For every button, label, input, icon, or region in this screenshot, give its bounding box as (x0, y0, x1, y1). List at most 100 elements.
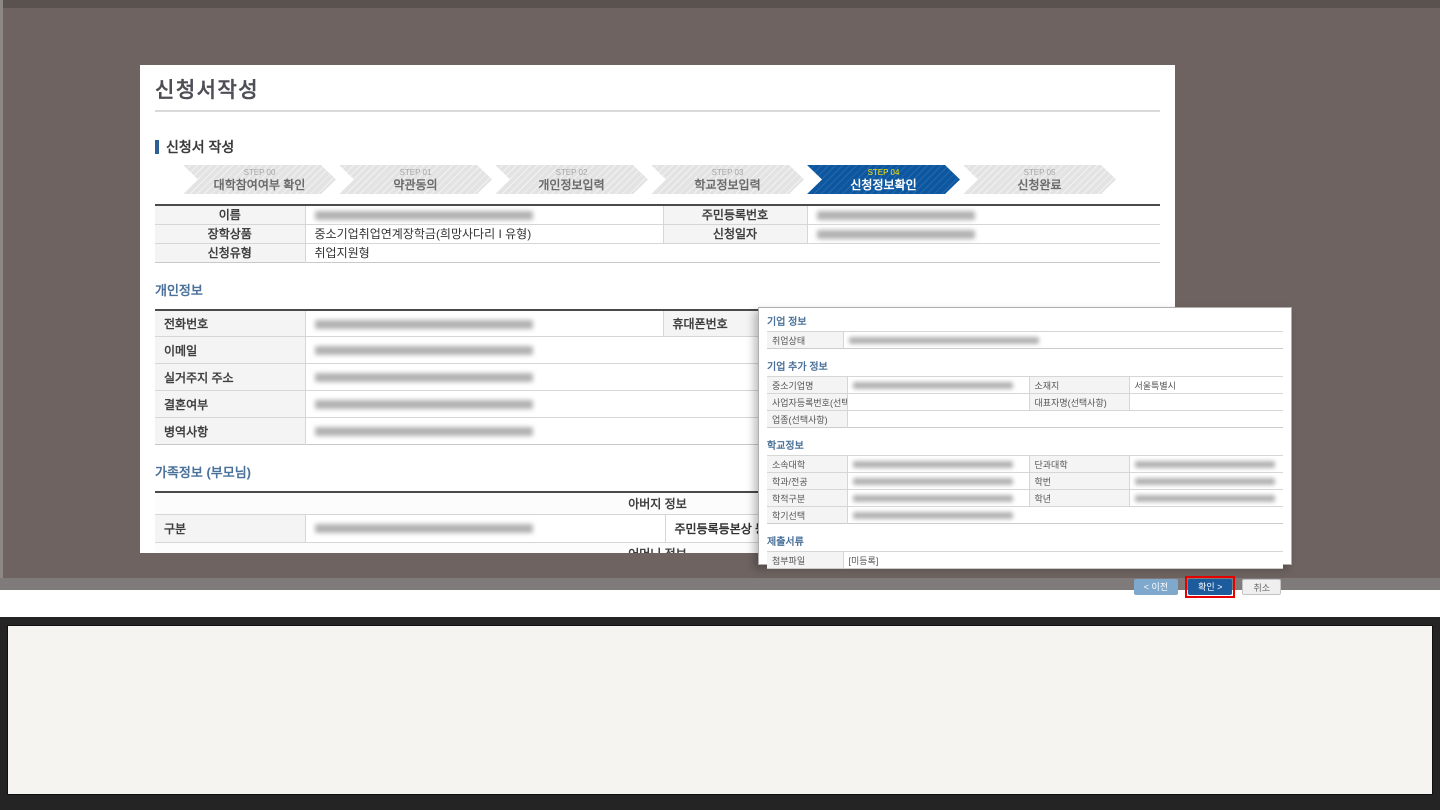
step-item-00: STEP 00 대학참여여부 확인 (183, 165, 336, 194)
table-row: 학기선택 (767, 506, 1283, 524)
company-info-table: 취업상태 (767, 331, 1283, 349)
college-value (1128, 455, 1283, 473)
step-indicator: STEP 00 대학참여여부 확인 STEP 01 약관동의 STEP 02 개… (183, 165, 1160, 194)
father-category-label: 구분 (155, 513, 305, 542)
student-no-label: 학번 (1028, 472, 1129, 490)
step-code: STEP 03 (711, 167, 744, 177)
cancel-button[interactable]: 취소 (1242, 579, 1281, 595)
table-row: 장학상품 중소기업취업연계장학금(희망사다리 I 유형) 신청일자 (155, 223, 1160, 243)
school-info-title: 학교정보 (767, 441, 804, 452)
redacted-value (852, 495, 1013, 503)
apply-date-label: 신청일자 (662, 223, 807, 243)
confirm-button[interactable]: 확인 > (1188, 579, 1233, 595)
apply-date-value (806, 223, 1160, 243)
section-marker-bar (155, 140, 159, 154)
table-row: 업종(선택사항) (767, 410, 1283, 428)
phone-value (304, 309, 663, 337)
ceo-name-label: 대표자명(선택사항) (1028, 393, 1129, 411)
semester-label: 학기선택 (767, 506, 847, 524)
redacted-value (852, 512, 1013, 520)
redacted-value (314, 373, 533, 383)
email-label: 이메일 (155, 336, 305, 364)
company-name-label: 중소기업명 (767, 376, 847, 394)
table-row: 중소기업명 소재지 서울특별시 (767, 376, 1283, 394)
confirmation-overlay-panel: 기업 정보 취업상태 기업 추가 정보 중소기업명 소재지 서울특별시 사업자등… (758, 307, 1292, 598)
company-info-title: 기업 정보 (767, 317, 807, 328)
rrn-label: 주민등록번호 (662, 204, 807, 224)
redacted-value (816, 229, 975, 239)
redacted-value (314, 524, 533, 534)
step-code: STEP 04 (867, 167, 900, 177)
major-label: 학과/전공 (767, 472, 847, 490)
title-divider (155, 110, 1160, 112)
university-label: 소속대학 (767, 455, 847, 473)
address-label: 실거주지 주소 (155, 363, 305, 391)
step-label: 신청완료 (1017, 177, 1062, 192)
table-row: 취업상태 (767, 331, 1283, 349)
industry-label: 업종(선택사항) (767, 410, 847, 428)
overlay-button-row: < 이전 확인 > 취소 (767, 576, 1283, 598)
redacted-value (852, 478, 1013, 486)
ceo-name-value (1128, 393, 1283, 411)
redacted-value (816, 211, 975, 221)
redacted-value (314, 211, 533, 221)
father-category-value (304, 513, 665, 542)
step-label: 대학참여여부 확인 (213, 177, 306, 192)
step-item-02: STEP 02 개인정보입력 (495, 165, 648, 194)
phone-label: 전화번호 (155, 309, 305, 337)
table-row: 사업자등록번호(선택사항) 대표자명(선택사항) (767, 393, 1283, 411)
location-label: 소재지 (1028, 376, 1129, 394)
mother-info-header: 어머니 정보 (155, 541, 1160, 553)
personal-info-title: 개인정보 (155, 282, 203, 298)
name-label: 이름 (155, 204, 305, 224)
documents-title: 제출서류 (767, 537, 804, 548)
form-section-title: 신청서 작성 (166, 139, 235, 155)
enrollment-label: 학적구분 (767, 489, 847, 507)
step-code: STEP 02 (555, 167, 588, 177)
redacted-value (848, 337, 1039, 345)
redacted-value (852, 461, 1013, 469)
semester-value (846, 506, 1283, 524)
company-extra-title: 기업 추가 정보 (767, 362, 828, 373)
redacted-value (852, 382, 1013, 390)
grade-value (1128, 489, 1283, 507)
step-label: 신청정보확인 (850, 177, 917, 192)
top-edge-strip (0, 0, 1440, 8)
step-code: STEP 00 (243, 167, 276, 177)
apply-type-label: 신청유형 (155, 242, 305, 262)
biz-no-value (846, 393, 1029, 411)
location-value: 서울특별시 (1128, 376, 1283, 394)
table-row: 신청유형 취업지원형 (155, 242, 1160, 262)
redacted-value (314, 346, 533, 356)
page-title: 신청서작성 (155, 79, 260, 102)
name-value (304, 204, 663, 224)
grade-label: 학년 (1028, 489, 1129, 507)
step-item-01: STEP 01 약관동의 (339, 165, 492, 194)
company-extra-table: 중소기업명 소재지 서울특별시 사업자등록번호(선택사항) 대표자명(선택사항)… (767, 376, 1283, 428)
step-label: 학교정보입력 (694, 177, 761, 192)
biz-no-label: 사업자등록번호(선택사항) (767, 393, 847, 411)
redacted-value (314, 427, 533, 437)
redacted-value (314, 400, 533, 410)
step-item-04-active: STEP 04 신청정보확인 (807, 165, 960, 194)
step-label: 개인정보입력 (538, 177, 605, 192)
table-row: 결혼여부 (155, 390, 1160, 418)
family-info-title: 가족정보 (부모님) (155, 465, 251, 480)
employment-status-label: 취업상태 (767, 331, 843, 349)
employment-status-value (842, 331, 1283, 349)
redacted-value (1134, 495, 1275, 503)
product-value: 중소기업취업연계장학금(희망사다리 I 유형) (304, 223, 663, 243)
major-value (846, 472, 1029, 490)
table-row: 어머니 정보 (155, 541, 1160, 553)
bottom-empty-panel (7, 625, 1433, 795)
military-label: 병역사항 (155, 417, 305, 445)
prev-button[interactable]: < 이전 (1133, 579, 1179, 595)
table-row: 첨부파일 [미등록] (767, 551, 1283, 569)
industry-value (846, 410, 1283, 428)
attachment-value: [미등록] (842, 551, 1283, 569)
attachment-label: 첨부파일 (767, 551, 843, 569)
redacted-value (1134, 478, 1275, 486)
form-section-header: 신청서 작성 (155, 137, 1160, 157)
left-edge-strip (0, 0, 3, 578)
apply-type-value: 취업지원형 (304, 242, 1160, 262)
